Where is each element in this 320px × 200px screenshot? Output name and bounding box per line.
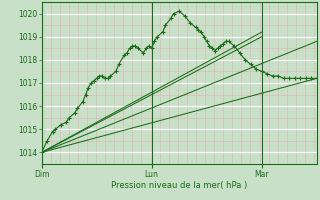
X-axis label: Pression niveau de la mer( hPa ): Pression niveau de la mer( hPa ) (111, 181, 247, 190)
